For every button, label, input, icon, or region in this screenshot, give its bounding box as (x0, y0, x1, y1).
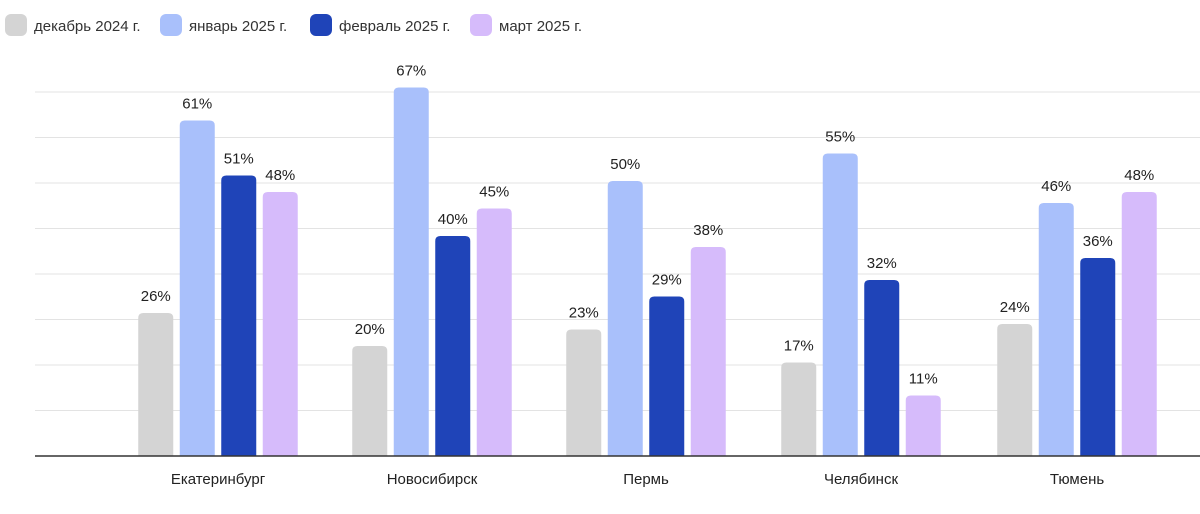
bar (649, 296, 685, 456)
bar (1121, 192, 1157, 456)
bar (1038, 203, 1074, 456)
category-labels: Екатеринбург Новосибирск Пермь Челябинск Тюм… (171, 471, 1105, 488)
category-label: Пермь (623, 471, 669, 488)
data-label: 29% (652, 272, 682, 289)
bar (435, 236, 471, 456)
legend-label: февраль 2025 г. (339, 18, 450, 35)
bar (221, 175, 257, 456)
data-label: 26% (141, 288, 171, 305)
bar (905, 395, 941, 456)
bar (864, 280, 900, 456)
legend-swatch (5, 14, 27, 36)
bar (352, 346, 388, 456)
data-label: 40% (438, 211, 468, 228)
bar (476, 208, 512, 456)
category-label: Екатеринбург (171, 471, 266, 488)
data-label: 23% (569, 305, 599, 322)
legend-item: февраль 2025 г. (310, 14, 450, 36)
bar (566, 329, 602, 456)
legend-swatch (160, 14, 182, 36)
bar (1080, 258, 1116, 456)
data-label: 38% (693, 222, 723, 239)
legend-swatch (310, 14, 332, 36)
bars (138, 87, 1157, 456)
legend: декабрь 2024 г. январь 2025 г. февраль 202… (5, 14, 582, 36)
bar (179, 120, 215, 456)
data-label: 24% (1000, 299, 1030, 316)
data-label: 51% (224, 151, 254, 168)
bar (781, 362, 817, 456)
bar (607, 181, 643, 456)
bar (393, 87, 429, 456)
data-label: 45% (479, 184, 509, 201)
data-label: 67% (396, 63, 426, 80)
data-label: 55% (825, 129, 855, 146)
data-label: 48% (265, 167, 295, 184)
bar (822, 153, 858, 456)
category-label: Челябинск (824, 471, 898, 488)
legend-item: март 2025 г. (470, 14, 582, 36)
category-label: Новосибирск (387, 471, 478, 488)
data-label: 32% (867, 255, 897, 272)
data-label: 11% (909, 371, 938, 388)
legend-swatch (470, 14, 492, 36)
bar (997, 324, 1033, 456)
legend-label: март 2025 г. (499, 18, 582, 35)
legend-label: январь 2025 г. (189, 18, 287, 35)
category-label: Тюмень (1050, 471, 1105, 488)
value-labels: 26% 61% 51% 48% 20% 67% 40% 45% 23% 50% 29% 38% 17% 5… (141, 63, 1155, 388)
bar (138, 313, 174, 456)
data-label: 36% (1083, 233, 1113, 250)
bar (262, 192, 298, 456)
data-label: 20% (355, 321, 385, 338)
bar (690, 247, 726, 456)
data-label: 50% (610, 156, 640, 173)
data-label: 17% (784, 338, 814, 355)
data-label: 61% (182, 96, 212, 113)
legend-item: декабрь 2024 г. (5, 14, 141, 36)
legend-label: декабрь 2024 г. (34, 18, 141, 35)
data-label: 46% (1041, 178, 1071, 195)
legend-item: январь 2025 г. (160, 14, 287, 36)
data-label: 48% (1124, 167, 1154, 184)
